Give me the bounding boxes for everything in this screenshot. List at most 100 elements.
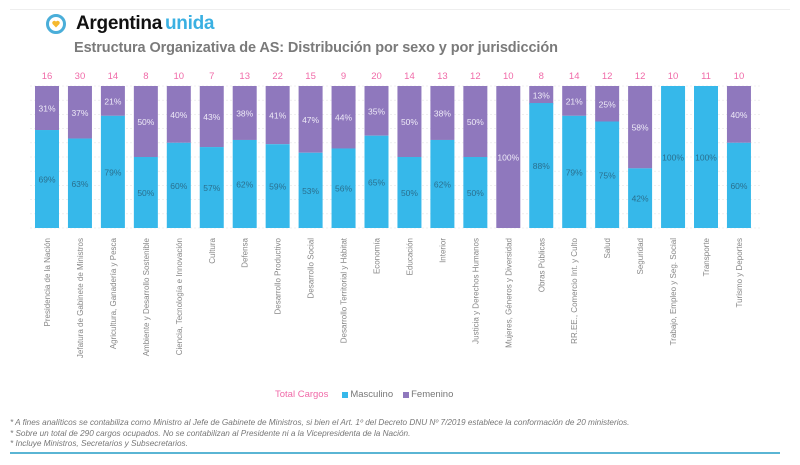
total-label: 10 <box>174 71 185 82</box>
bar-masculino <box>166 142 191 228</box>
data-label-femenino: 44% <box>335 113 352 123</box>
bar-masculino <box>364 135 389 228</box>
bar-masculino <box>100 115 125 228</box>
bar-masculino <box>726 142 751 228</box>
bar-femenino <box>35 86 59 131</box>
total-label: 13 <box>239 71 250 82</box>
data-label-femenino: 50% <box>467 117 484 127</box>
category-label: RR.EE., Comercio Int. y Culto <box>570 237 579 343</box>
bar-femenino <box>529 86 554 105</box>
legend-femenino: Femenino <box>403 389 453 400</box>
total-label: 14 <box>404 71 415 82</box>
labels: 16 31% 69% Presidencia de la Nación 30 37% 63%… <box>38 71 747 358</box>
total-label: 15 <box>305 71 316 82</box>
bar-masculino <box>331 148 356 228</box>
legend-total-cargos: Total Cargos <box>275 389 329 400</box>
bar-masculino <box>265 144 290 228</box>
total-label: 10 <box>734 71 745 82</box>
data-label-masculino: 50% <box>137 188 154 198</box>
data-label-femenino: 100% <box>497 153 519 163</box>
category-label: Interior <box>438 238 447 263</box>
data-label-masculino: 50% <box>467 188 484 198</box>
total-label: 16 <box>42 71 53 82</box>
data-label-femenino: 40% <box>730 110 747 120</box>
category-label: Desarrollo Territorial y Hábitat <box>340 237 349 343</box>
total-label: 8 <box>539 71 544 82</box>
data-label-femenino: 13% <box>533 91 550 101</box>
data-label-femenino: 35% <box>368 106 385 116</box>
bar-masculino <box>67 138 92 228</box>
legend-swatch-femenino <box>403 391 410 398</box>
total-label: 10 <box>503 71 514 82</box>
category-label: Economía <box>373 237 382 274</box>
bar-femenino <box>364 86 389 136</box>
category-label: Jefatura de Gabinete de Ministros <box>76 238 85 358</box>
category-label: Seguridad <box>636 238 645 274</box>
data-label-femenino: 21% <box>104 96 121 106</box>
bar-femenino <box>100 86 125 116</box>
bar-femenino <box>199 86 224 148</box>
data-label-femenino: 25% <box>599 99 616 109</box>
category-label: Defensa <box>241 237 250 267</box>
total-label: 10 <box>668 71 679 82</box>
brand-accent: unida <box>164 13 215 34</box>
bar-masculino <box>529 103 554 228</box>
bar-femenino <box>166 86 191 143</box>
category-label: Turismo y Deportes <box>735 238 744 308</box>
data-label-masculino: 88% <box>533 161 550 171</box>
top-divider <box>10 9 790 10</box>
data-label-masculino: 63% <box>71 179 88 189</box>
bar-femenino <box>726 86 751 143</box>
category-label: Ambiente y Desarrollo Sostenible <box>142 237 151 356</box>
total-label: 14 <box>569 71 580 82</box>
footnote: * Incluye Ministros, Secretarios y Subse… <box>10 439 188 448</box>
total-label: 8 <box>143 71 148 82</box>
bar-femenino <box>496 86 521 228</box>
bottom-divider <box>10 452 780 454</box>
bar-femenino <box>232 86 257 140</box>
bar-femenino <box>463 86 488 157</box>
total-label: 9 <box>341 71 346 82</box>
data-label-femenino: 31% <box>38 104 55 114</box>
legend-label-masculino: Masculino <box>350 389 394 400</box>
data-label-masculino: 79% <box>104 167 121 177</box>
category-label: Desarrollo Productivo <box>274 237 283 314</box>
brand-name: Argentina <box>76 13 162 34</box>
total-label: 12 <box>602 71 613 82</box>
data-label-femenino: 43% <box>203 112 220 122</box>
total-label: 30 <box>75 71 86 82</box>
category-label: Obras Públicas <box>537 238 546 292</box>
category-label: Salud <box>603 238 612 258</box>
chart-title: Estructura Organizativa de AS: Distribuc… <box>74 40 558 56</box>
data-label-masculino: 62% <box>434 179 451 189</box>
data-label-femenino: 58% <box>632 123 649 133</box>
bar-masculino <box>199 147 224 228</box>
data-label-femenino: 40% <box>170 110 187 120</box>
total-label: 11 <box>701 71 711 82</box>
bar-femenino <box>265 86 290 145</box>
footnote: * A fines analíticos se contabiliza como… <box>10 418 630 427</box>
bar-femenino <box>628 86 653 169</box>
data-label-masculino: 59% <box>269 182 286 192</box>
brand: Argentina unida <box>46 13 214 35</box>
bar-masculino <box>628 168 653 228</box>
total-label: 20 <box>371 71 382 82</box>
data-label-femenino: 50% <box>401 117 418 127</box>
bar-masculino <box>595 121 620 228</box>
legend-label-femenino: Femenino <box>411 389 454 400</box>
total-label: 7 <box>209 71 214 82</box>
data-label-masculino: 65% <box>368 177 385 187</box>
bar-masculino <box>35 130 59 228</box>
data-label-femenino: 37% <box>71 108 88 118</box>
bars <box>35 86 751 228</box>
data-label-masculino: 57% <box>203 183 220 193</box>
data-label-masculino: 53% <box>302 186 319 196</box>
data-label-masculino: 60% <box>730 181 747 191</box>
bar-femenino <box>331 86 356 149</box>
category-label: Trabajo, Empleo y Seg. Social <box>669 238 678 346</box>
category-label: Cultura <box>208 237 217 263</box>
legend: Total Cargos Masculino Femenino <box>275 389 463 400</box>
total-label: 12 <box>470 71 481 82</box>
legend-swatch-masculino <box>342 391 349 398</box>
bar-masculino <box>298 152 323 228</box>
